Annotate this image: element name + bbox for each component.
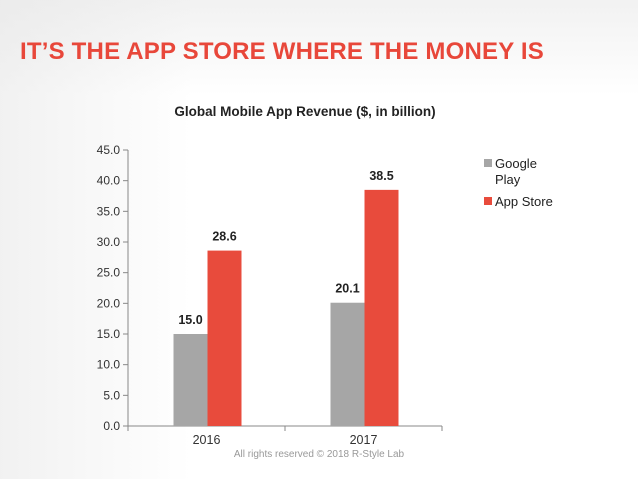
chart-legend: Google Play App Store bbox=[484, 156, 555, 216]
y-tick-label: 25.0 bbox=[97, 266, 121, 280]
y-tick-label: 0.0 bbox=[103, 419, 120, 433]
data-label: 28.6 bbox=[212, 230, 236, 244]
legend-item-app-store: App Store bbox=[484, 194, 555, 210]
legend-label-google-play: Google Play bbox=[495, 156, 537, 187]
footer-copyright: All rights reserved © 2018 R-Style Lab bbox=[233, 449, 405, 460]
slide-title: IT’S THE APP STORE WHERE THE MONEY IS bbox=[20, 38, 544, 65]
legend-swatch-app-store bbox=[484, 197, 492, 205]
legend-swatch-google-play bbox=[484, 159, 492, 167]
bar-google-play-2016 bbox=[173, 334, 208, 426]
y-tick-label: 45.0 bbox=[97, 143, 121, 157]
y-tick-label: 30.0 bbox=[97, 235, 121, 249]
bar-google-play-2017 bbox=[330, 302, 365, 426]
bar-app-store-2017 bbox=[364, 189, 399, 426]
data-label: 20.1 bbox=[335, 282, 359, 296]
y-tick-label: 10.0 bbox=[97, 358, 121, 372]
y-tick-label: 15.0 bbox=[97, 327, 121, 341]
chart-title: Global Mobile App Revenue ($, in billion… bbox=[174, 104, 436, 119]
bar-app-store-2016 bbox=[207, 250, 242, 426]
y-tick-label: 20.0 bbox=[97, 296, 121, 310]
legend-label-app-store: App Store bbox=[495, 194, 553, 209]
y-tick-label: 5.0 bbox=[103, 388, 120, 402]
data-label: 38.5 bbox=[369, 169, 393, 183]
legend-item-google-play: Google Play bbox=[484, 156, 555, 188]
x-tick-label: 2017 bbox=[350, 433, 378, 447]
y-tick-label: 40.0 bbox=[97, 174, 121, 188]
data-label: 15.0 bbox=[178, 313, 202, 327]
x-tick-label: 2016 bbox=[193, 433, 221, 447]
y-tick-label: 35.0 bbox=[97, 204, 121, 218]
